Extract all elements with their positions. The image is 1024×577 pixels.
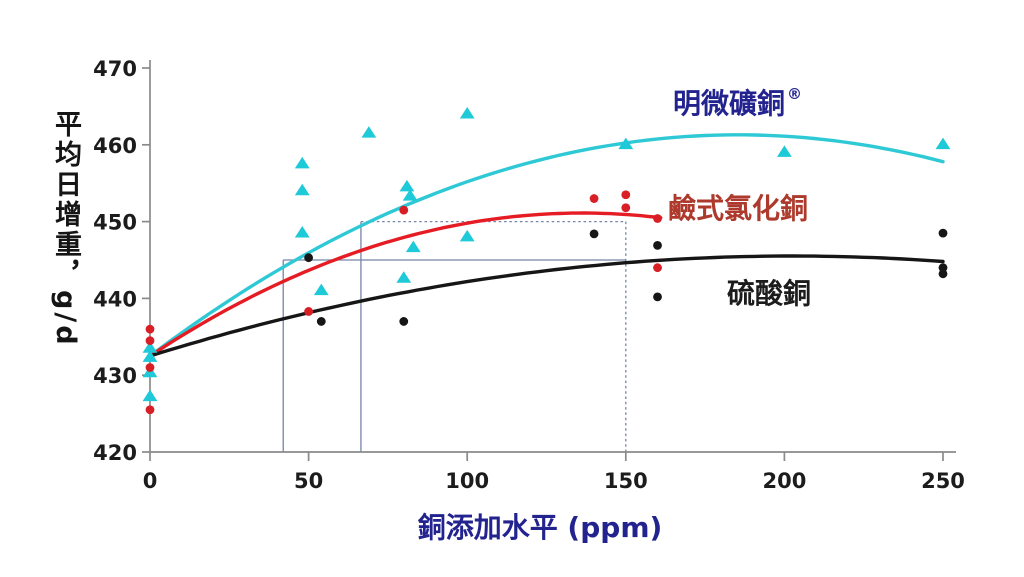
scatter-triangle-series-0 — [142, 341, 158, 353]
scatter-triangle-series-0 — [396, 271, 412, 283]
legend-mintrex-label: 明微礦銅 — [673, 87, 786, 120]
scatter-dot-series-1 — [145, 405, 155, 415]
scatter-triangle-series-0 — [618, 137, 634, 150]
scatter-triangle-series-0 — [459, 106, 475, 119]
scatter-triangle-series-0 — [399, 179, 415, 192]
scatter-triangle-series-0 — [459, 229, 475, 242]
scatter-triangle-series-0 — [294, 183, 310, 196]
scatter-dot-series-2 — [653, 241, 662, 250]
scatter-dot-series-2 — [304, 253, 313, 263]
fit-curve-series-1 — [148, 211, 663, 358]
y-tick-label: 420 — [93, 441, 137, 465]
y-tick-label: 460 — [93, 134, 137, 158]
x-tick-label: 0 — [143, 469, 158, 493]
scatter-triangle-series-0 — [935, 137, 951, 150]
scatter-dot-series-2 — [589, 229, 599, 239]
legend-mintrex-copper: 明微礦銅 ® — [673, 82, 802, 122]
x-tick-label: 100 — [445, 469, 489, 493]
x-tick-label: 250 — [921, 469, 965, 493]
scatter-triangle-series-0 — [294, 225, 310, 238]
scatter-dot-series-2 — [653, 292, 662, 302]
fit-curve-series-0 — [148, 133, 945, 358]
y-tick-label: 430 — [93, 364, 137, 388]
y-tick-label: 440 — [93, 287, 137, 311]
scatter-dot-series-2 — [399, 317, 409, 326]
scatter-dot-series-2 — [938, 228, 948, 238]
scatter-dot-series-1 — [399, 205, 409, 215]
scatter-triangle-series-0 — [142, 389, 158, 402]
legend-bcc-label: 鹼式氯化銅 — [668, 192, 809, 225]
scatter-dot-series-2 — [938, 269, 948, 279]
x-tick-label: 200 — [762, 469, 806, 493]
scatter-triangle-series-0 — [405, 240, 421, 253]
y-tick-label: 450 — [93, 211, 137, 235]
y-axis-title: 平均日增重，g/d — [50, 110, 81, 348]
fit-curve-series-2 — [148, 254, 945, 358]
scatter-triangle-series-0 — [313, 283, 329, 296]
x-tick-label: 50 — [294, 469, 323, 493]
scatter-dot-series-2 — [316, 317, 326, 326]
legend-cuso4-label: 硫酸銅 — [727, 277, 812, 310]
legend-basic-copper-chloride: 鹼式氯化銅 — [668, 187, 808, 227]
scatter-dot-series-1 — [653, 214, 662, 223]
scatter-dot-series-1 — [145, 324, 155, 334]
registered-trademark-icon: ® — [787, 85, 803, 103]
scatter-dot-series-1 — [621, 203, 631, 213]
x-axis-title: 銅添加水平 (ppm) — [417, 511, 663, 544]
scatter-dot-series-1 — [304, 307, 313, 316]
scatter-triangle-series-0 — [402, 189, 418, 201]
scatter-dot-series-1 — [589, 194, 599, 203]
scatter-dot-series-1 — [145, 336, 155, 346]
x-tick-label: 150 — [604, 469, 648, 493]
scatter-triangle-series-0 — [777, 145, 792, 157]
scatter-triangle-series-0 — [294, 156, 310, 169]
scatter-triangle-series-0 — [142, 350, 158, 362]
legend-copper-sulfate: 硫酸銅 — [727, 272, 811, 312]
scatter-dot-series-1 — [621, 190, 631, 200]
y-tick-label: 470 — [93, 57, 137, 81]
scatter-dot-series-1 — [653, 263, 662, 273]
scatter-dot-series-1 — [145, 363, 155, 372]
scatter-triangle-series-0 — [361, 126, 377, 138]
scatter-dot-series-2 — [938, 263, 948, 273]
